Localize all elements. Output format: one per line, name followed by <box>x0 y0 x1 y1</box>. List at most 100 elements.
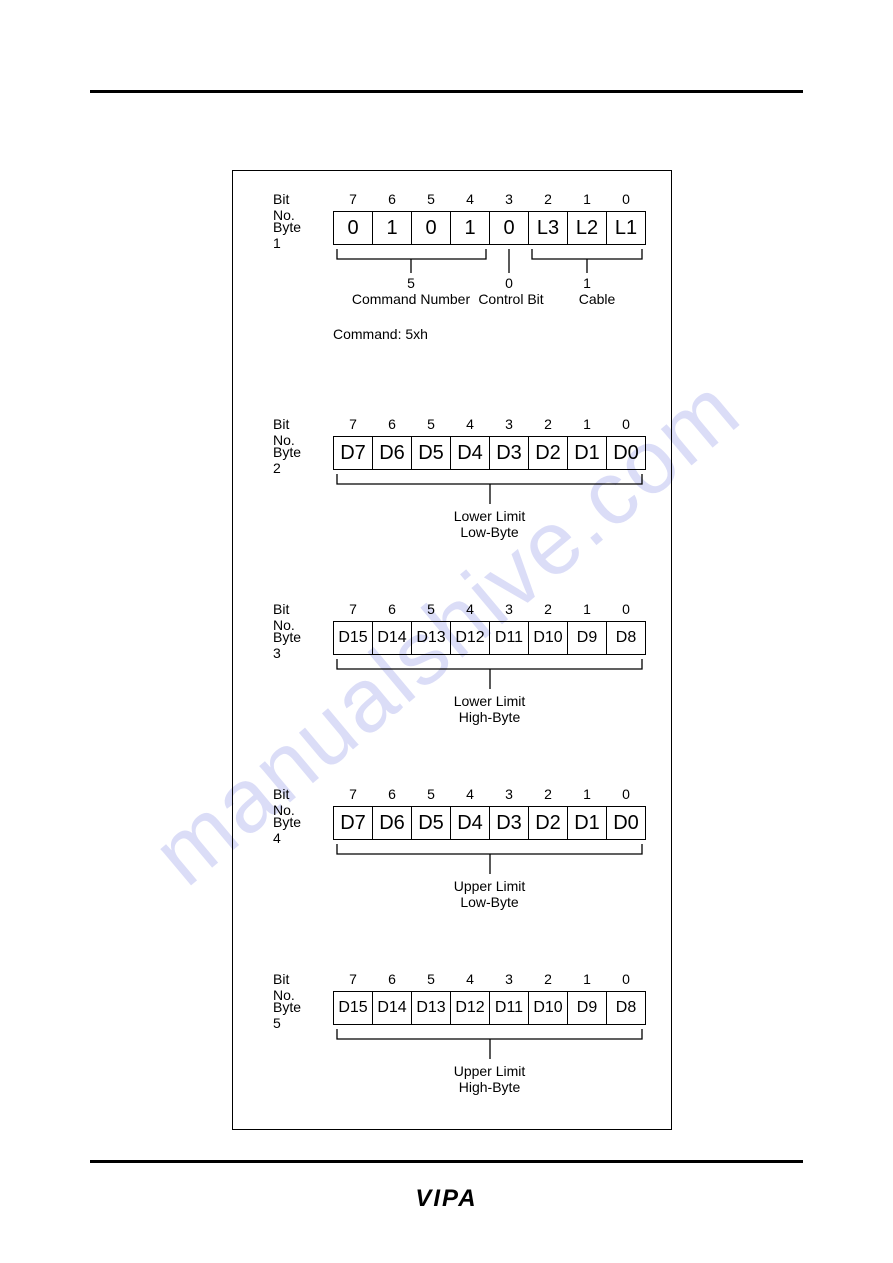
bit-number: 0 <box>606 971 646 987</box>
byte2-bit7: D7 <box>333 436 373 470</box>
command-text: Command: 5xh <box>333 326 533 342</box>
bit-number: 6 <box>372 971 412 987</box>
footer-logo: VIPA <box>0 1185 893 1213</box>
bit-number: 2 <box>528 416 568 432</box>
byte4-bit3: D3 <box>489 806 529 840</box>
byte5-caption1: Upper Limit <box>333 1063 646 1079</box>
byte4-caption2: Low-Byte <box>333 894 646 910</box>
bit-number: 7 <box>333 601 373 617</box>
bit-number: 4 <box>450 191 490 207</box>
bit-number: 1 <box>567 191 607 207</box>
byte3-bit2: D10 <box>528 621 568 655</box>
byte5-bit4: D12 <box>450 991 490 1025</box>
byte1-bit1: L2 <box>567 211 607 245</box>
byte3-bit5: D13 <box>411 621 451 655</box>
byte4-bit7: D7 <box>333 806 373 840</box>
bit-number: 6 <box>372 786 412 802</box>
bit-number: 1 <box>567 416 607 432</box>
byte5-bit5: D13 <box>411 991 451 1025</box>
byte5-bit1: D9 <box>567 991 607 1025</box>
bit-number: 5 <box>411 191 451 207</box>
cable-value: 1 <box>577 275 597 291</box>
bit-number: 5 <box>411 786 451 802</box>
byte2-label: Byte 2 <box>273 444 301 476</box>
byte2-bit2: D2 <box>528 436 568 470</box>
byte3-bit4: D12 <box>450 621 490 655</box>
bit-number: 3 <box>489 971 529 987</box>
byte4-bit0: D0 <box>606 806 646 840</box>
diagram-frame: Bit No. 7 6 5 4 3 2 1 0 Byte 1 0 1 0 1 0… <box>232 170 672 1130</box>
byte4-bit5: D5 <box>411 806 451 840</box>
byte4-bit6: D6 <box>372 806 412 840</box>
bit-number: 2 <box>528 191 568 207</box>
byte3-bit3: D11 <box>489 621 529 655</box>
bit-number: 0 <box>606 786 646 802</box>
bit-number: 1 <box>567 601 607 617</box>
byte1-cells: 0 1 0 1 0 L3 L2 L1 <box>333 211 646 245</box>
byte5-bit0: D8 <box>606 991 646 1025</box>
bit-number: 1 <box>567 786 607 802</box>
byte1-bit5: 0 <box>411 211 451 245</box>
byte3-bit6: D14 <box>372 621 412 655</box>
bit-number: 6 <box>372 601 412 617</box>
byte2-caption1: Lower Limit <box>333 508 646 524</box>
bit-number: 3 <box>489 786 529 802</box>
byte2-caption2: Low-Byte <box>333 524 646 540</box>
byte5-label: Byte 5 <box>273 999 301 1031</box>
byte2-bit0: D0 <box>606 436 646 470</box>
bit-number: 7 <box>333 191 373 207</box>
byte1-brackets-svg <box>333 245 648 295</box>
byte2-bit3: D3 <box>489 436 529 470</box>
bit-number: 7 <box>333 416 373 432</box>
byte1-label: Byte 1 <box>273 219 301 251</box>
bit-number: 4 <box>450 786 490 802</box>
command-number-value: 5 <box>401 275 421 291</box>
page: manualshive.com Bit No. 7 6 5 4 3 2 1 0 … <box>0 0 893 1263</box>
byte4-caption1: Upper Limit <box>333 878 646 894</box>
byte3-bit7: D15 <box>333 621 373 655</box>
byte2-bit4: D4 <box>450 436 490 470</box>
bit-number: 3 <box>489 191 529 207</box>
byte4-bit2: D2 <box>528 806 568 840</box>
byte3-caption1: Lower Limit <box>333 693 646 709</box>
bit-number: 4 <box>450 601 490 617</box>
bit-number: 6 <box>372 191 412 207</box>
cable-label: Cable <box>557 291 637 307</box>
bit-number: 5 <box>411 601 451 617</box>
bit-number: 7 <box>333 786 373 802</box>
byte3-caption2: High-Byte <box>333 709 646 725</box>
byte3-bit1: D9 <box>567 621 607 655</box>
byte1-bit0: L1 <box>606 211 646 245</box>
byte5-bit3: D11 <box>489 991 529 1025</box>
byte1-bit2: L3 <box>528 211 568 245</box>
control-bit-label: Control Bit <box>471 291 551 307</box>
byte3-cells: D15 D14 D13 D12 D11 D10 D9 D8 <box>333 621 646 655</box>
byte1-bit7: 0 <box>333 211 373 245</box>
bit-number: 4 <box>450 416 490 432</box>
byte5-bit2: D10 <box>528 991 568 1025</box>
byte2-bit6: D6 <box>372 436 412 470</box>
bit-number: 2 <box>528 786 568 802</box>
byte5-cells: D15 D14 D13 D12 D11 D10 D9 D8 <box>333 991 646 1025</box>
byte2-bit1: D1 <box>567 436 607 470</box>
byte4-bit4: D4 <box>450 806 490 840</box>
byte1-bit3: 0 <box>489 211 529 245</box>
top-horizontal-rule <box>90 90 803 93</box>
bit-number: 7 <box>333 971 373 987</box>
byte3-bit0: D8 <box>606 621 646 655</box>
command-number-label: Command Number <box>341 291 481 307</box>
byte5-bit6: D14 <box>372 991 412 1025</box>
bit-number: 0 <box>606 601 646 617</box>
bit-number: 3 <box>489 601 529 617</box>
bit-number: 2 <box>528 971 568 987</box>
bit-number: 1 <box>567 971 607 987</box>
byte4-bit1: D1 <box>567 806 607 840</box>
byte5-bit7: D15 <box>333 991 373 1025</box>
byte2-cells: D7 D6 D5 D4 D3 D2 D1 D0 <box>333 436 646 470</box>
bit-number: 4 <box>450 971 490 987</box>
bottom-horizontal-rule <box>90 1160 803 1163</box>
bit-number: 5 <box>411 971 451 987</box>
bit-number: 0 <box>606 191 646 207</box>
bit-number: 2 <box>528 601 568 617</box>
bit-number: 0 <box>606 416 646 432</box>
